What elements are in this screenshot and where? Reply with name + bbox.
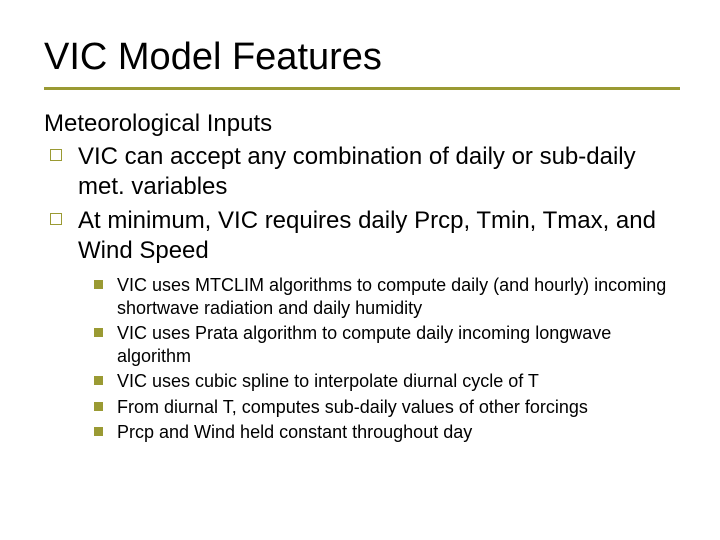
level2-text: VIC uses MTCLIM algorithms to compute da… (117, 274, 680, 319)
hollow-square-icon (50, 149, 62, 161)
filled-square-icon (94, 328, 103, 337)
list-item: At minimum, VIC requires daily Prcp, Tmi… (50, 206, 680, 266)
list-item: VIC can accept any combination of daily … (50, 142, 680, 202)
filled-square-icon (94, 427, 103, 436)
filled-square-icon (94, 402, 103, 411)
list-item: VIC uses MTCLIM algorithms to compute da… (94, 274, 680, 319)
level2-text: From diurnal T, computes sub-daily value… (117, 396, 588, 419)
filled-square-icon (94, 280, 103, 289)
list-item: VIC uses cubic spline to interpolate diu… (94, 370, 680, 393)
slide: VIC Model Features Meteorological Inputs… (0, 0, 720, 540)
level2-text: VIC uses cubic spline to interpolate diu… (117, 370, 539, 393)
list-item: From diurnal T, computes sub-daily value… (94, 396, 680, 419)
list-item: VIC uses Prata algorithm to compute dail… (94, 322, 680, 367)
level1-list: VIC can accept any combination of daily … (50, 142, 680, 266)
level1-text: At minimum, VIC requires daily Prcp, Tmi… (78, 206, 680, 266)
hollow-square-icon (50, 213, 62, 225)
filled-square-icon (94, 376, 103, 385)
level2-text: VIC uses Prata algorithm to compute dail… (117, 322, 680, 367)
title-rule (44, 87, 680, 90)
level1-text: VIC can accept any combination of daily … (78, 142, 680, 202)
level2-text: Prcp and Wind held constant throughout d… (117, 421, 472, 444)
subtitle: Meteorological Inputs (44, 110, 680, 138)
level2-list: VIC uses MTCLIM algorithms to compute da… (94, 274, 680, 444)
page-title: VIC Model Features (44, 36, 680, 79)
list-item: Prcp and Wind held constant throughout d… (94, 421, 680, 444)
